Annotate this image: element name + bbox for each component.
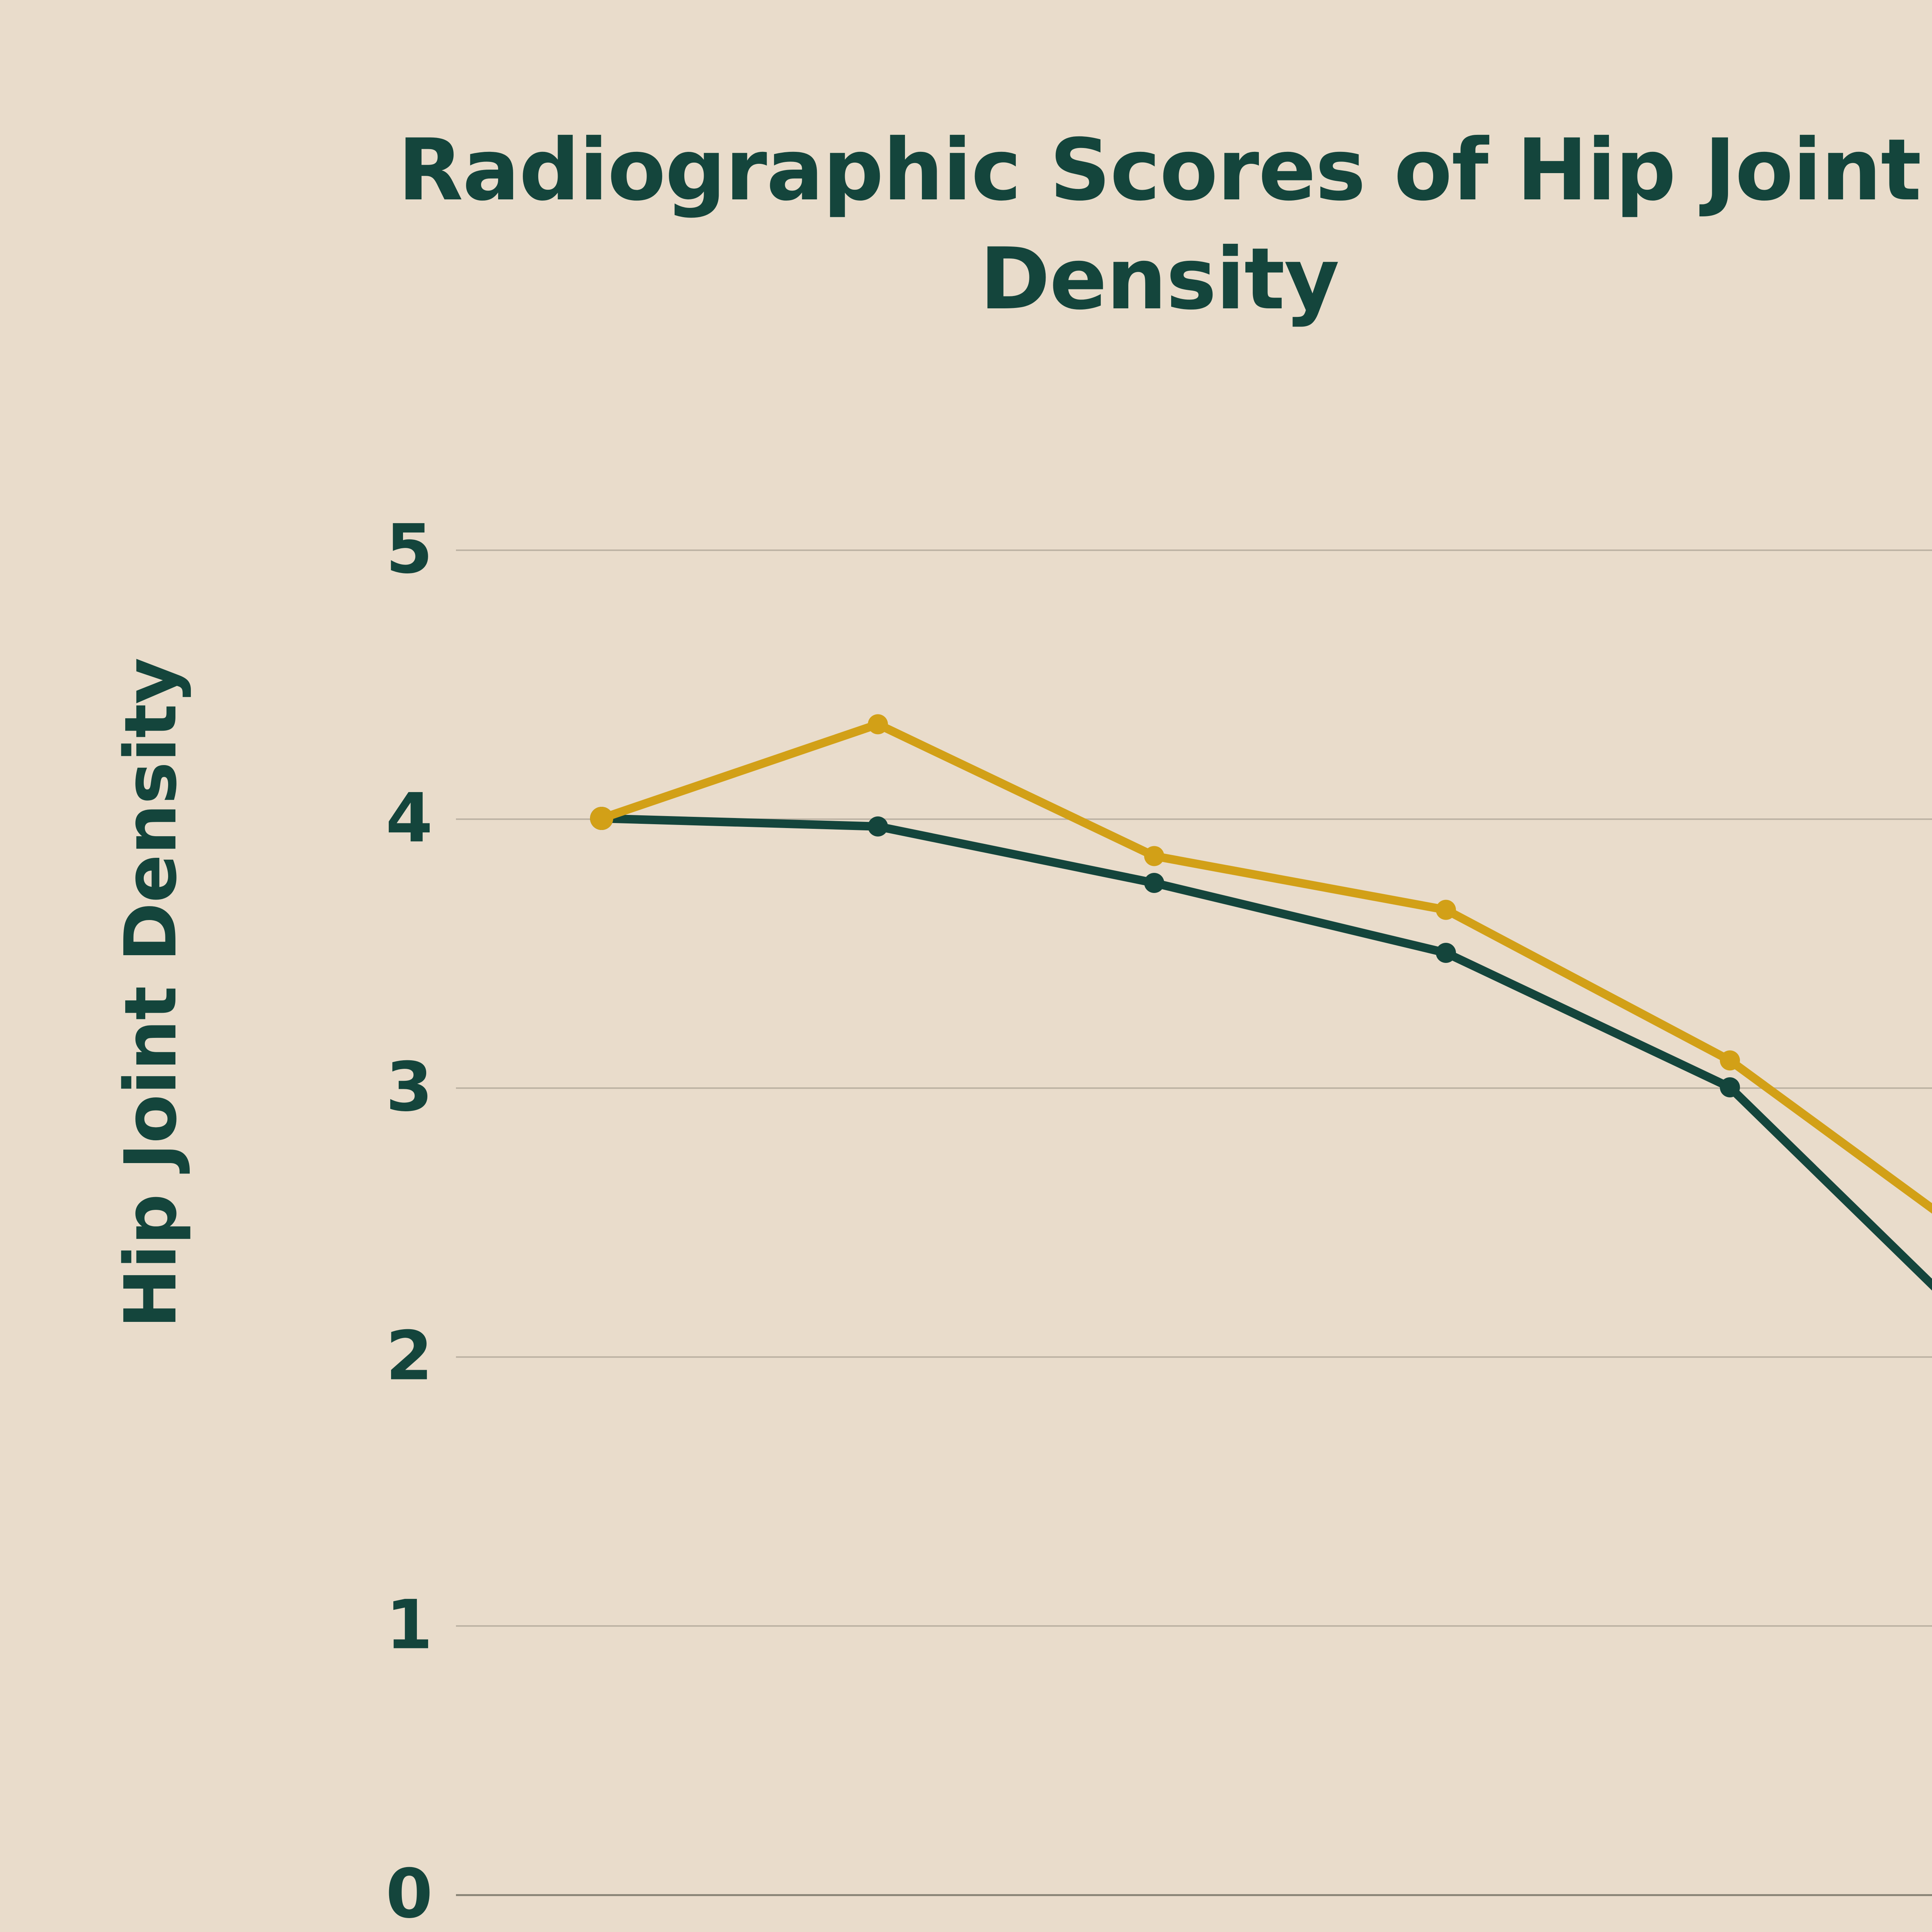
data-point-marker [868, 816, 888, 837]
axis-baseline [456, 1894, 1932, 1896]
data-point-marker [1720, 1077, 1740, 1097]
data-point-marker [1720, 1050, 1740, 1071]
gridline-3 [456, 1087, 1932, 1089]
data-point-marker [1144, 873, 1164, 893]
y-tick-label-0: 0 [386, 1855, 433, 1932]
data-point-marker [1436, 900, 1456, 920]
y-tick-label-4: 4 [386, 779, 433, 858]
y-tick-label-3: 3 [386, 1048, 433, 1127]
gridline-5 [456, 549, 1932, 551]
data-point-marker [1436, 943, 1456, 963]
page-title-line-1: Radiographic Scores of Hip Joint [398, 121, 1921, 219]
series-path [597, 720, 1932, 1214]
series-path [597, 814, 1932, 1291]
y-tick-label-2: 2 [386, 1317, 433, 1396]
gridline-2 [456, 1356, 1932, 1358]
page-title-line-2: Density [980, 229, 1339, 328]
data-point-marker [590, 807, 613, 830]
data-point-marker [1144, 846, 1164, 866]
gridline-1 [456, 1625, 1932, 1627]
page-title: Radiographic Scores of Hip Joint Density [0, 116, 1932, 333]
y-tick-label-1: 1 [386, 1586, 433, 1665]
data-point-marker [868, 714, 888, 735]
series-line-msm [590, 714, 1932, 1214]
series-line-vitamin-c [590, 807, 1932, 1291]
y-tick-label-5: 5 [386, 510, 433, 589]
gridline-4 [456, 818, 1932, 820]
